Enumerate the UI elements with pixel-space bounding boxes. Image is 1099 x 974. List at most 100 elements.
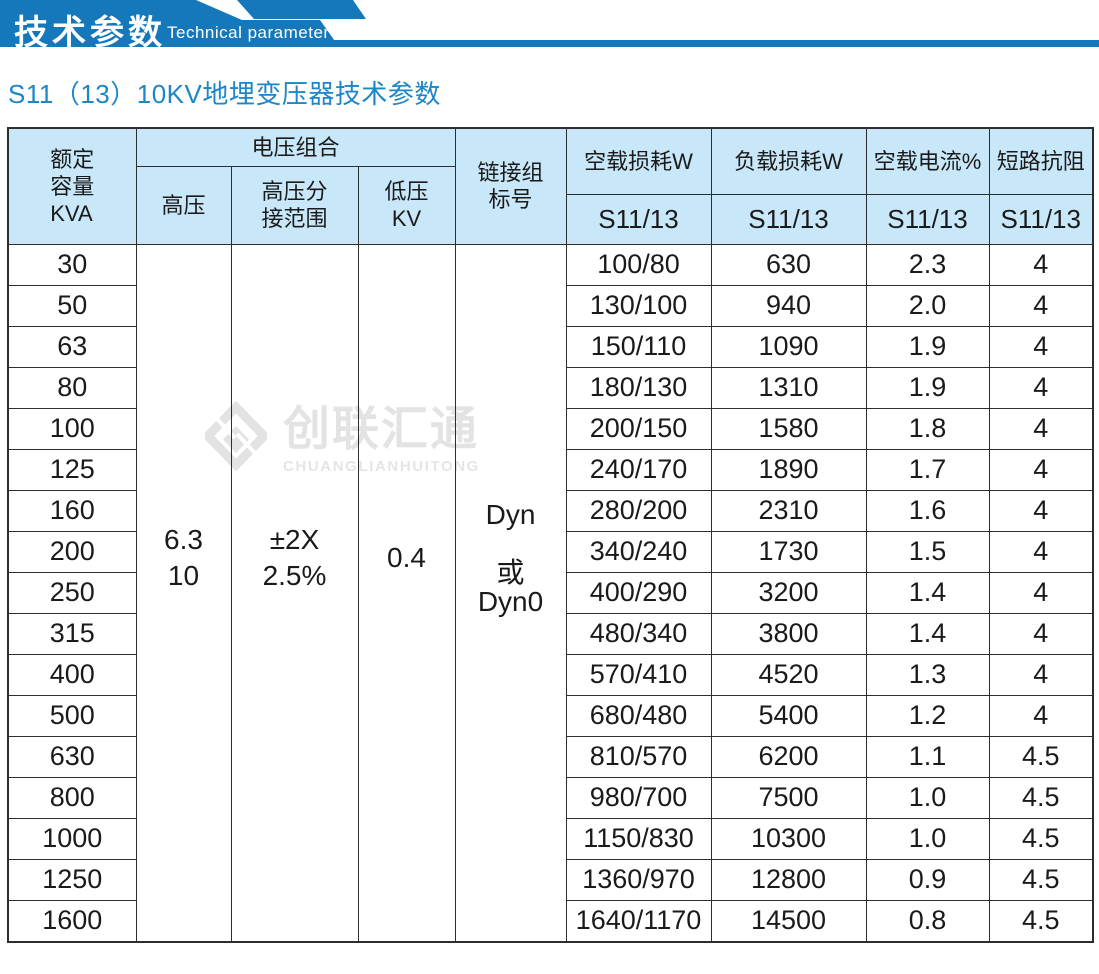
cell-impedance: 4.5 (988, 735, 1094, 778)
cell-no-load-current: 1.4 (865, 571, 990, 614)
cell-rated-capacity: 63 (7, 325, 137, 368)
table-row: 800 980/700 7500 1.0 4.5 (7, 776, 1094, 819)
cell-no-load-loss: 150/110 (565, 325, 712, 368)
table-row: 1600 1640/1170 14500 0.8 4.5 (7, 899, 1094, 942)
cell-no-load-current: 1.3 (865, 653, 990, 696)
cell-rated-capacity: 125 (7, 448, 137, 491)
header-low-voltage: 低压 KV (357, 165, 456, 245)
banner-subtitle: Technical parameter (167, 23, 330, 42)
cell-rated-capacity: 1600 (7, 899, 137, 942)
cell-load-loss: 1090 (710, 325, 867, 368)
cell-impedance: 4 (988, 325, 1094, 368)
cell-impedance: 4 (988, 694, 1094, 737)
cell-rated-capacity: 400 (7, 653, 137, 696)
cell-load-loss: 3200 (710, 571, 867, 614)
cell-no-load-current: 1.7 (865, 448, 990, 491)
table-row: 30 6.3 10 ±2X 2.5% 0.4 Dyn 或 Dyn0 100/80 630 2.… (7, 243, 1094, 942)
cell-rated-capacity: 630 (7, 735, 137, 778)
cell-no-load-current: 2.3 (865, 243, 990, 286)
cell-low-voltage: 0.4 (357, 243, 456, 942)
cell-no-load-loss: 680/480 (565, 694, 712, 737)
table-row: 200 340/240 1730 1.5 4 (7, 530, 1094, 573)
cell-no-load-current: 1.9 (865, 366, 990, 409)
cell-no-load-current: 1.0 (865, 817, 990, 860)
header-model-no-load-current: S11/13 (865, 193, 990, 245)
header-model-load-loss: S11/13 (710, 193, 867, 245)
header-no-load-current: 空载电流% (865, 127, 990, 195)
cell-impedance: 4 (988, 243, 1094, 286)
cell-load-loss: 5400 (710, 694, 867, 737)
cell-no-load-current: 1.5 (865, 530, 990, 573)
cell-no-load-loss: 200/150 (565, 407, 712, 450)
cell-load-loss: 940 (710, 284, 867, 327)
cell-impedance: 4 (988, 407, 1094, 450)
cell-rated-capacity: 800 (7, 776, 137, 819)
cell-no-load-loss: 180/130 (565, 366, 712, 409)
cell-no-load-loss: 400/290 (565, 571, 712, 614)
cell-high-voltage: 6.3 10 (135, 243, 232, 942)
table-row: 1000 1150/830 10300 1.0 4.5 (7, 817, 1094, 860)
cell-impedance: 4.5 (988, 899, 1094, 942)
table-row: 63 150/110 1090 1.9 4 (7, 325, 1094, 368)
table-row: 100 200/150 1580 1.8 4 (7, 407, 1094, 450)
cell-load-loss: 7500 (710, 776, 867, 819)
cell-rated-capacity: 500 (7, 694, 137, 737)
cell-impedance: 4 (988, 489, 1094, 532)
cell-load-loss: 10300 (710, 817, 867, 860)
cell-no-load-loss: 480/340 (565, 612, 712, 655)
cell-no-load-current: 1.4 (865, 612, 990, 655)
cell-rated-capacity: 80 (7, 366, 137, 409)
cell-load-loss: 1890 (710, 448, 867, 491)
header-model-impedance: S11/13 (988, 193, 1094, 245)
header-model-no-load-loss: S11/13 (565, 193, 712, 245)
table-row: 500 680/480 5400 1.2 4 (7, 694, 1094, 737)
cell-load-loss: 4520 (710, 653, 867, 696)
cell-rated-capacity: 200 (7, 530, 137, 573)
cell-hv-tap-range: ±2X 2.5% (230, 243, 359, 942)
cell-no-load-current: 1.1 (865, 735, 990, 778)
cell-rated-capacity: 30 (7, 243, 137, 286)
cell-no-load-loss: 1640/1170 (565, 899, 712, 942)
cell-load-loss: 2310 (710, 489, 867, 532)
table-row: 1250 1360/970 12800 0.9 4.5 (7, 858, 1094, 901)
cell-impedance: 4 (988, 366, 1094, 409)
banner: 技术参数 Technical parameter (0, 0, 1099, 52)
cell-no-load-current: 1.9 (865, 325, 990, 368)
cell-impedance: 4.5 (988, 776, 1094, 819)
header-rated-capacity: 额定 容量 KVA (7, 127, 137, 245)
cell-connection-group: Dyn 或 Dyn0 (454, 243, 567, 942)
cell-no-load-loss: 240/170 (565, 448, 712, 491)
header-rated-capacity-label: 额定 容量 KVA (50, 146, 95, 226)
cell-no-load-loss: 570/410 (565, 653, 712, 696)
table-header: 额定 容量 KVA 电压组合 链接组 标号 空载损耗W 负载损耗W 空载电流% … (7, 127, 1094, 245)
cell-load-loss: 3800 (710, 612, 867, 655)
header-connection-group: 链接组 标号 (454, 127, 567, 245)
cell-load-loss: 14500 (710, 899, 867, 942)
cell-load-loss: 6200 (710, 735, 867, 778)
header-short-circuit-impedance: 短路抗阻 (988, 127, 1094, 195)
cell-no-load-current: 1.2 (865, 694, 990, 737)
table-row: 400 570/410 4520 1.3 4 (7, 653, 1094, 696)
cell-no-load-loss: 340/240 (565, 530, 712, 573)
cell-impedance: 4 (988, 284, 1094, 327)
table-row: 630 810/570 6200 1.1 4.5 (7, 735, 1094, 778)
cell-no-load-loss: 1360/970 (565, 858, 712, 901)
cell-no-load-loss: 1150/830 (565, 817, 712, 860)
cell-rated-capacity: 160 (7, 489, 137, 532)
cell-impedance: 4.5 (988, 858, 1094, 901)
cell-rated-capacity: 100 (7, 407, 137, 450)
cell-no-load-current: 2.0 (865, 284, 990, 327)
cell-no-load-loss: 100/80 (565, 243, 712, 286)
cell-impedance: 4 (988, 612, 1094, 655)
cell-impedance: 4 (988, 530, 1094, 573)
cell-impedance: 4.5 (988, 817, 1094, 860)
cell-no-load-current: 1.8 (865, 407, 990, 450)
cell-rated-capacity: 1250 (7, 858, 137, 901)
cell-load-loss: 1580 (710, 407, 867, 450)
cell-impedance: 4 (988, 571, 1094, 614)
header-no-load-loss: 空载损耗W (565, 127, 712, 195)
cell-no-load-current: 0.8 (865, 899, 990, 942)
cell-load-loss: 1310 (710, 366, 867, 409)
cell-no-load-loss: 130/100 (565, 284, 712, 327)
